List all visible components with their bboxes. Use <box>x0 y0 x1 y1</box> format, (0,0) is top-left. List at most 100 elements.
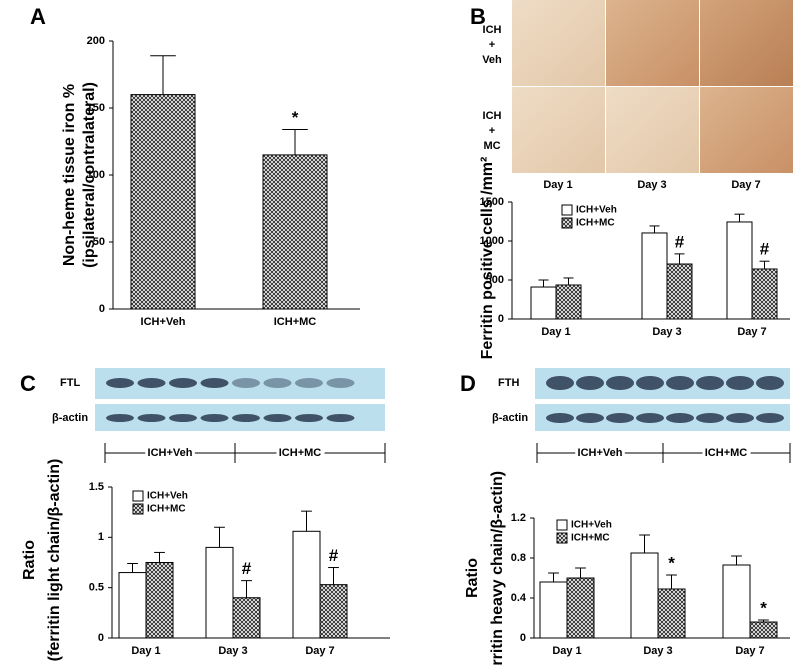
bar <box>262 154 328 310</box>
panel-letter: D <box>460 371 476 396</box>
column-label: Day 7 <box>731 179 760 191</box>
blot-band <box>326 378 355 388</box>
y-tick-label: 1.2 <box>511 512 526 524</box>
blot-band <box>636 376 664 390</box>
annotation: # <box>675 232 685 251</box>
blot-band <box>232 414 260 422</box>
bar <box>530 286 557 320</box>
panel-letter: C <box>20 371 36 396</box>
panel-letter: B <box>470 4 486 29</box>
blot-band <box>263 414 292 422</box>
blot-band <box>726 413 754 423</box>
x-tick-label: Day 3 <box>652 326 681 338</box>
column-label: Day 1 <box>543 179 572 191</box>
legend-swatch <box>561 204 573 216</box>
blot-band <box>546 413 574 423</box>
blot-band <box>696 376 724 390</box>
y-tick-label: 1000 <box>480 235 504 247</box>
y-tick-label: 1.5 <box>89 481 104 493</box>
blot-band <box>726 376 754 390</box>
legend-label: ICH+MC <box>576 218 615 229</box>
blot-band <box>326 414 355 422</box>
bar <box>118 572 147 639</box>
bar <box>722 564 751 639</box>
bar <box>751 268 778 320</box>
bar <box>641 232 668 320</box>
row-label: ICH <box>483 24 502 36</box>
x-tick-label: Day 1 <box>131 645 160 657</box>
y-tick-label: 150 <box>87 102 105 114</box>
blot-row-label: FTH <box>498 377 519 389</box>
bar <box>555 284 582 320</box>
blot-band <box>696 413 724 423</box>
row-label: ICH <box>483 110 502 122</box>
blot-band <box>756 413 784 423</box>
bar <box>749 621 778 639</box>
y-axis-label: (ferritin light chain/β-actin) <box>46 459 63 662</box>
x-tick-label: Day 3 <box>643 645 672 657</box>
bar <box>539 581 568 639</box>
blot-band <box>666 413 694 423</box>
blot-band <box>576 376 604 390</box>
micrograph <box>700 0 793 86</box>
bar <box>205 546 234 639</box>
y-tick-label: 200 <box>87 35 105 47</box>
x-tick-label: Day 1 <box>541 326 570 338</box>
bar <box>657 588 686 639</box>
y-axis-label: Ferritin positive cells /mm² <box>479 157 496 360</box>
x-tick-label: Day 7 <box>737 326 766 338</box>
y-tick-label: 1 <box>98 531 104 543</box>
blot-band <box>546 376 574 390</box>
y-tick-label: 100 <box>87 169 105 181</box>
bar <box>319 584 348 639</box>
y-axis-label: Ratio <box>21 540 38 580</box>
blot-band <box>169 378 197 388</box>
y-tick-label: 0 <box>99 303 105 315</box>
blot-band <box>137 414 166 422</box>
bar <box>145 562 174 639</box>
blot-band <box>106 414 134 422</box>
y-tick-label: 0.8 <box>511 552 526 564</box>
annotation: # <box>760 240 770 259</box>
blot-band <box>606 376 634 390</box>
y-tick-label: 500 <box>486 274 504 286</box>
x-tick-label: Day 7 <box>305 645 334 657</box>
legend-label: ICH+MC <box>147 504 186 515</box>
y-axis-label: Ratio <box>464 558 481 598</box>
legend-swatch <box>556 532 568 544</box>
y-tick-label: 50 <box>93 236 105 248</box>
y-tick-label: 0.4 <box>511 592 527 604</box>
group-label: ICH+Veh <box>148 447 193 459</box>
x-tick-label: ICH+Veh <box>141 316 186 328</box>
blot-band <box>295 378 323 388</box>
row-label: Veh <box>482 54 502 66</box>
bar <box>630 552 659 639</box>
micrograph <box>512 0 605 86</box>
blot-band <box>106 378 134 388</box>
row-label: MC <box>483 140 500 152</box>
bar <box>232 597 261 639</box>
annotation: * <box>760 598 767 617</box>
legend-label: ICH+MC <box>571 533 610 544</box>
blot-row-label: β-actin <box>52 412 88 424</box>
blot-band <box>606 413 634 423</box>
blot-band <box>263 378 292 388</box>
micrograph <box>606 0 699 86</box>
blot-band <box>200 378 229 388</box>
micrograph <box>700 87 793 173</box>
legend-swatch <box>561 217 573 229</box>
bar <box>726 221 753 320</box>
blot-band <box>636 413 664 423</box>
group-label: ICH+Veh <box>578 447 623 459</box>
blot-bands <box>106 376 784 423</box>
bar <box>292 530 321 639</box>
legend-label: ICH+Veh <box>147 491 188 502</box>
legend-swatch <box>132 503 144 515</box>
x-tick-label: Day 7 <box>735 645 764 657</box>
y-tick-label: 0.5 <box>89 582 104 594</box>
blot-band <box>666 376 694 390</box>
legend-swatch <box>556 519 568 531</box>
annotation: # <box>329 546 339 565</box>
x-tick-label: Day 3 <box>218 645 247 657</box>
